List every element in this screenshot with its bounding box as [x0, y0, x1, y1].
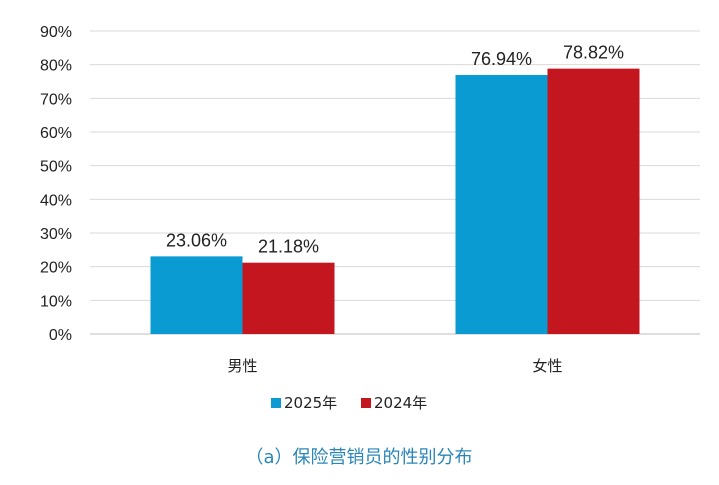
y-axis-tick-labels: 0% 10% 20% 30% 40% 50% 60% 70% 80% 90%: [40, 24, 72, 344]
y-tick-label: 30%: [40, 226, 72, 243]
legend-label: 2025年: [284, 394, 337, 412]
y-tick-label: 80%: [40, 58, 72, 75]
y-tick-label: 50%: [40, 159, 72, 176]
y-tick-label: 10%: [40, 293, 72, 310]
data-label: 78.82%: [563, 43, 624, 63]
data-label: 23.06%: [166, 230, 227, 250]
bar-series1-cat1: [150, 256, 243, 334]
legend-label: 2024年: [374, 394, 427, 412]
bar-series2-cat1: [242, 262, 335, 334]
legend-swatch: [271, 398, 281, 408]
data-label: 21.18%: [258, 237, 319, 257]
y-tick-label: 20%: [40, 260, 72, 277]
category-label: 女性: [532, 357, 562, 375]
y-tick-label: 90%: [40, 24, 72, 41]
y-tick-label: 40%: [40, 192, 72, 209]
y-tick-label: 0%: [49, 327, 72, 344]
legend: 2025年 2024年: [271, 394, 427, 412]
bar-series2-cat2: [547, 68, 640, 334]
bar-series1-cat2: [455, 74, 548, 335]
bars: [150, 68, 640, 335]
data-labels: 23.06% 21.18% 76.94% 78.82%: [166, 43, 624, 257]
chart-caption: （a）保险营销员的性别分布: [245, 447, 472, 468]
y-tick-label: 70%: [40, 91, 72, 108]
category-label: 男性: [227, 357, 257, 375]
y-tick-label: 60%: [40, 125, 72, 142]
x-axis-category-labels: 男性 女性: [227, 357, 562, 375]
data-label: 76.94%: [471, 49, 532, 69]
legend-swatch: [361, 398, 371, 408]
